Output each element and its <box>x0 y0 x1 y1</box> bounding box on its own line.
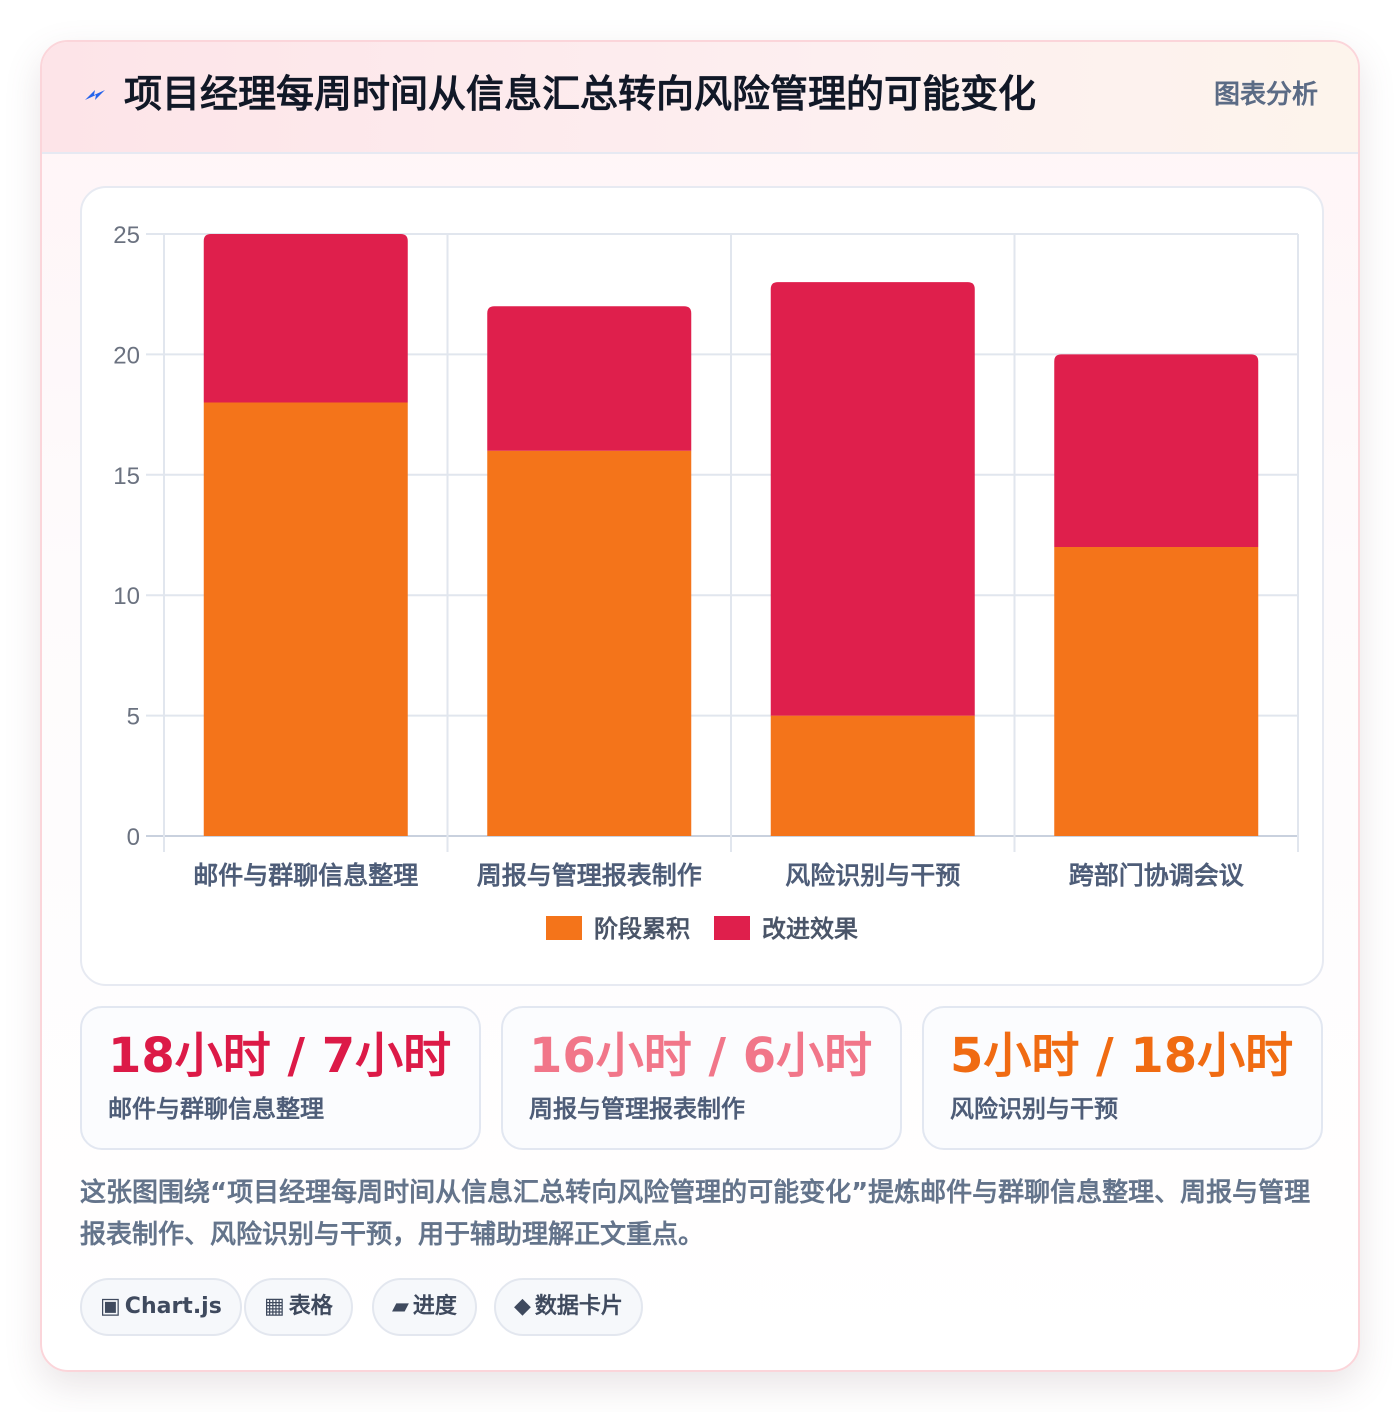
bar-segment <box>1054 547 1259 836</box>
legend-label: 阶段累积 <box>594 915 690 943</box>
stacked-bar-chart: 0 5 10 15 20 25 邮件与群聊信息整理 周报与管理报表制作 风险识别与干预 跨部门协调… <box>113 222 1299 943</box>
stat-value: 16小时 / 6小时 <box>529 1028 873 1084</box>
progress-icon: ▰ <box>392 1294 409 1319</box>
chart-icon: ▣ <box>100 1294 121 1319</box>
stat-label: 周报与管理报表制作 <box>529 1095 745 1123</box>
chart-container: 0 5 10 15 20 25 邮件与群聊信息整理 周报与管理报表制作 风险识别与干预 跨部门协调… <box>80 186 1324 986</box>
lightning-icon <box>85 90 105 100</box>
chip-data-card[interactable]: ◆ 数据卡片 <box>494 1278 643 1336</box>
y-tick-label: 10 <box>113 583 140 610</box>
x-tick-label: 邮件与群聊信息整理 <box>193 861 418 890</box>
card-header: 项目经理每周时间从信息汇总转向风险管理的可能变化 图表分析 <box>42 42 1358 154</box>
y-tick-label: 25 <box>113 222 140 249</box>
y-tick-label: 0 <box>127 824 140 851</box>
y-tick-label: 5 <box>127 704 140 731</box>
legend-swatch <box>714 916 750 940</box>
x-tick-label: 风险识别与干预 <box>785 861 960 890</box>
chart-description: 这张图围绕“项目经理每周时间从信息汇总转向风险管理的可能变化”提炼邮件与群聊信息… <box>80 1178 1311 1250</box>
chip-label: 数据卡片 <box>534 1294 623 1319</box>
chip-chartjs[interactable]: ▣ Chart.js <box>80 1278 242 1336</box>
stat-label: 风险识别与干预 <box>950 1095 1118 1123</box>
chart-card: 项目经理每周时间从信息汇总转向风险管理的可能变化 图表分析 0 5 10 15 20 25… <box>40 40 1360 1372</box>
bar-segment <box>487 306 692 451</box>
chip-label: 进度 <box>412 1294 457 1319</box>
chip-label: Chart.js <box>124 1294 222 1319</box>
stat-card: 16小时 / 6小时 周报与管理报表制作 <box>501 1006 902 1150</box>
bar-segment <box>1054 354 1259 548</box>
x-tick-label: 周报与管理报表制作 <box>477 861 702 890</box>
page-title: 项目经理每周时间从信息汇总转向风险管理的可能变化 <box>124 72 1037 116</box>
bar-segment <box>203 402 408 836</box>
stat-cards: 18小时 / 7小时 邮件与群聊信息整理 16小时 / 6小时 周报与管理报表制… <box>80 1006 1324 1150</box>
stat-card: 5小时 / 18小时 风险识别与干预 <box>922 1006 1323 1150</box>
legend-swatch <box>546 916 582 940</box>
legend-label: 改进效果 <box>762 915 858 943</box>
stat-value: 18小时 / 7小时 <box>108 1028 452 1084</box>
chip-label: 表格 <box>288 1294 333 1319</box>
table-icon: ▦ <box>264 1294 285 1319</box>
diamond-icon: ◆ <box>514 1294 531 1319</box>
bar-segment <box>770 282 975 716</box>
y-tick-label: 15 <box>113 463 140 490</box>
chart-analysis-tag: 图表分析 <box>1213 80 1318 110</box>
stat-label: 邮件与群聊信息整理 <box>108 1095 324 1123</box>
x-tick-label: 跨部门协调会议 <box>1069 861 1245 890</box>
bar-segment <box>203 234 408 403</box>
chip-table[interactable]: ▦ 表格 <box>244 1278 353 1336</box>
chip-progress[interactable]: ▰ 进度 <box>372 1278 477 1336</box>
bar-segment <box>770 715 975 836</box>
bar-segment <box>487 450 692 836</box>
stat-value: 5小时 / 18小时 <box>950 1028 1294 1084</box>
stat-card: 18小时 / 7小时 邮件与群聊信息整理 <box>80 1006 481 1150</box>
y-tick-label: 20 <box>113 342 140 369</box>
